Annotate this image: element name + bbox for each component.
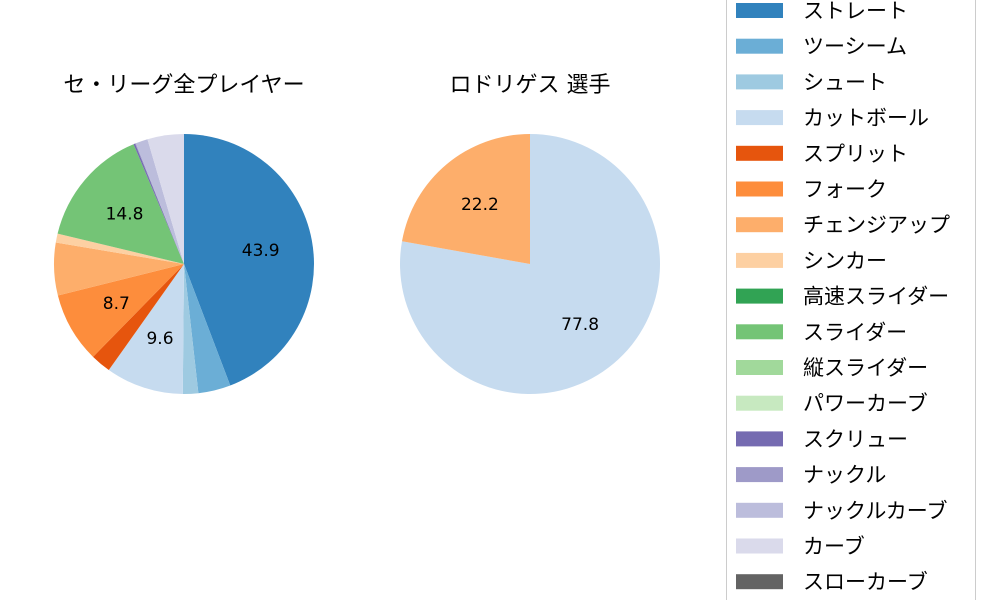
league-slice-2: [182, 264, 199, 394]
league-slice-4: [93, 264, 184, 371]
legend-label-15: カーブ: [803, 535, 865, 559]
legend-label-5: フォーク: [803, 178, 887, 202]
league-slice-3: [108, 264, 184, 394]
league-slice-9: [57, 144, 185, 264]
legend-label-6: チェンジアップ: [803, 213, 950, 237]
legend-swatch-16: [736, 574, 783, 590]
legend-swatch-12: [736, 431, 783, 447]
legend: ストレートツーシームシュートカットボールスプリットフォークチェンジアップシンカー…: [726, 0, 976, 600]
league-slice-7: [55, 233, 184, 264]
legend-swatch-11: [736, 395, 783, 411]
league-pie-chart: セ・リーグ全プレイヤー 43.9 9.6 8.7 14.8: [54, 73, 314, 394]
league-slice-6: [54, 242, 184, 296]
player-slice-1: [402, 134, 530, 264]
legend-label-1: ツーシーム: [803, 35, 907, 59]
legend-label-13: ナックル: [803, 463, 886, 487]
legend-label-7: シンカー: [803, 249, 887, 273]
legend-swatch-10: [736, 360, 783, 375]
legend-label-10: 縦スライダー: [803, 356, 928, 380]
league-slice-label-5: 8.7: [103, 294, 130, 314]
league-slice-15: [147, 134, 184, 264]
league-slice-1: [184, 264, 231, 394]
legend-label-14: ナックルカーブ: [803, 499, 947, 523]
legend-swatch-5: [736, 181, 783, 197]
legend-label-16: スローカーブ: [803, 570, 928, 594]
player-slice-label-0: 77.8: [561, 315, 599, 335]
legend-swatch-0: [736, 3, 783, 18]
league-slice-label-0: 43.9: [242, 241, 280, 261]
legend-label-11: パワーカーブ: [803, 392, 928, 416]
league-slice-12: [133, 143, 184, 264]
legend-swatch-6: [736, 217, 783, 233]
legend-label-9: スライダー: [803, 320, 907, 344]
legend-label-3: カットボール: [803, 106, 929, 130]
legend-label-4: スプリット: [803, 142, 908, 166]
legend-swatch-3: [736, 110, 783, 126]
league-slice-13: [135, 143, 184, 264]
league-slice-label-3: 9.6: [146, 329, 173, 349]
player-slice-label-1: 22.2: [461, 195, 499, 215]
legend-label-8: 高速スライダー: [803, 285, 949, 309]
legend-frame: [726, 0, 976, 600]
player-pie-title: ロドリゲス 選手: [450, 73, 611, 98]
league-slice-5: [57, 264, 184, 357]
league-pie-title: セ・リーグ全プレイヤー: [63, 73, 304, 98]
legend-label-12: スクリュー: [803, 427, 908, 451]
player-pie-chart: ロドリゲス 選手 77.8 22.2: [400, 73, 661, 395]
legend-label-0: ストレート: [803, 0, 908, 23]
legend-swatch-13: [736, 467, 783, 483]
legend-swatch-7: [736, 252, 783, 268]
legend-swatch-14: [736, 502, 783, 518]
player-slice-0: [400, 134, 661, 395]
legend-swatch-4: [736, 145, 783, 161]
legend-swatch-8: [736, 288, 783, 304]
legend-swatch-2: [736, 74, 783, 90]
legend-swatch-9: [736, 324, 783, 340]
legend-label-2: シュート: [803, 70, 887, 94]
league-slice-label-9: 14.8: [106, 205, 144, 225]
league-slice-14: [135, 139, 184, 264]
legend-swatch-15: [736, 538, 783, 554]
league-slice-0: [184, 134, 314, 386]
legend-swatch-1: [736, 38, 783, 54]
